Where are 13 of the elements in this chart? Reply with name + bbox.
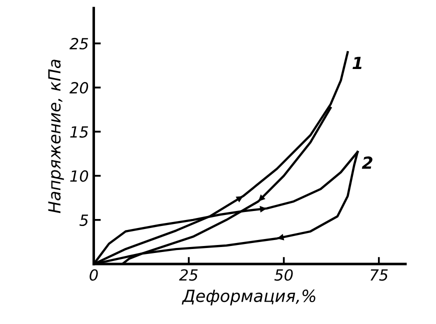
x-axis-title: Деформация,%	[182, 290, 316, 306]
y-tick-label: 25	[70, 38, 88, 50]
x-tick-label: 75	[370, 269, 388, 281]
y-tick-label: 5	[79, 214, 88, 226]
y-tick-label: 15	[70, 126, 88, 138]
y-tick-label: 10	[70, 170, 88, 182]
x-tick-label: 25	[179, 269, 198, 281]
y-axis-title: Напряжение, кПа	[48, 60, 64, 214]
y-tick-label: 20	[70, 82, 88, 94]
series-label: 1	[352, 56, 362, 70]
x-tick-label: 0	[90, 269, 98, 281]
series-label: 2	[362, 156, 372, 169]
x-tick-label: 50	[274, 269, 293, 281]
